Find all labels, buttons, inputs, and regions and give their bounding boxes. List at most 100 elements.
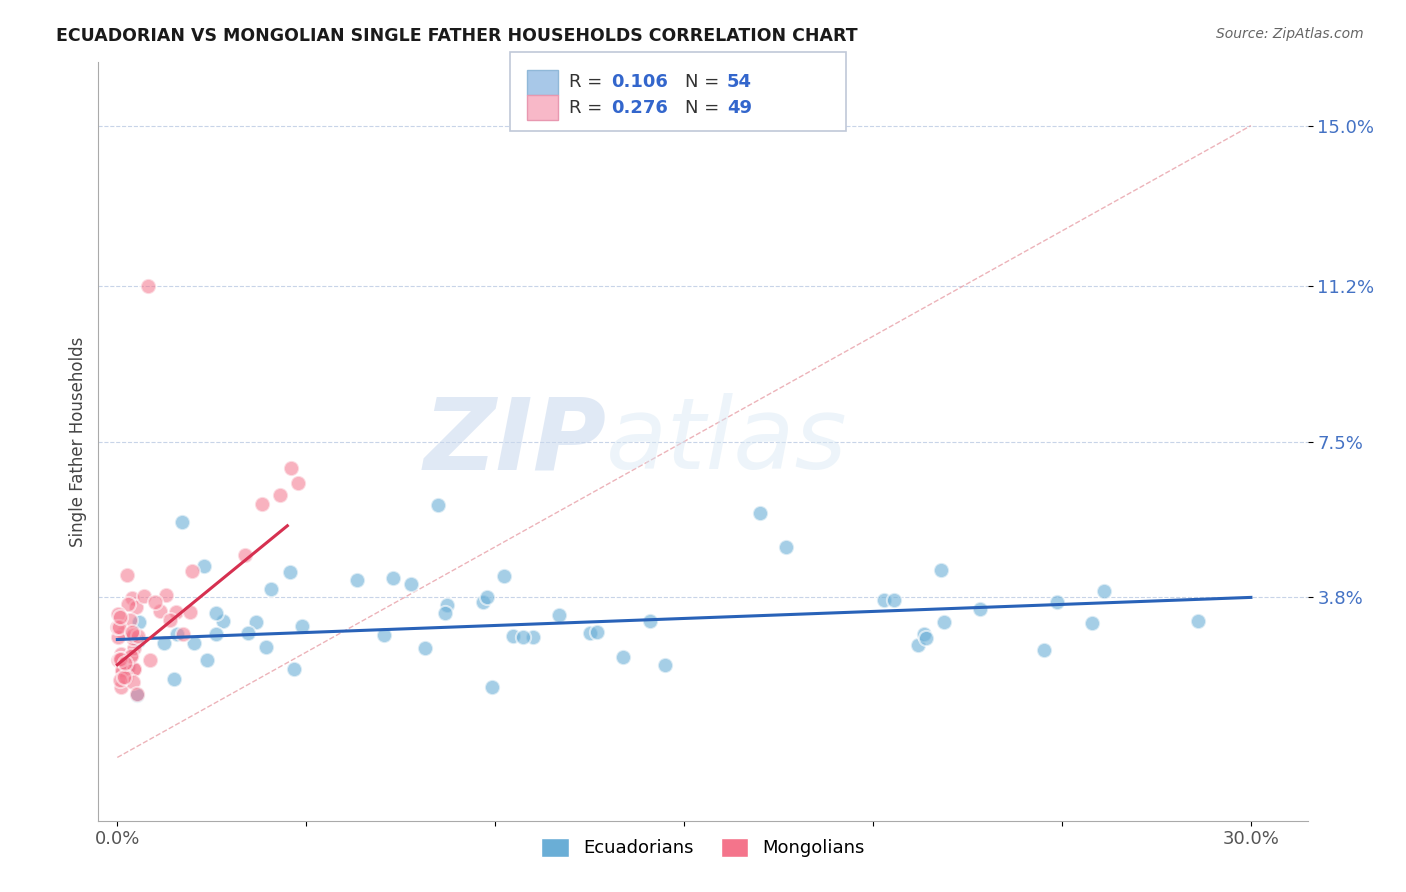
Point bbox=[125, 600, 148, 615]
Point bbox=[117, 567, 139, 582]
Point bbox=[969, 602, 991, 616]
Point bbox=[269, 488, 291, 502]
Point bbox=[278, 565, 301, 579]
Point bbox=[170, 515, 193, 529]
Point bbox=[125, 687, 148, 701]
Point bbox=[111, 626, 134, 640]
Point bbox=[654, 657, 676, 672]
Point bbox=[112, 669, 135, 683]
Point bbox=[114, 656, 136, 670]
Point bbox=[114, 670, 136, 684]
Point bbox=[172, 627, 194, 641]
Point bbox=[110, 652, 132, 666]
Point bbox=[638, 615, 661, 629]
Point bbox=[522, 630, 544, 644]
Point bbox=[211, 615, 233, 629]
Point bbox=[287, 476, 309, 491]
Text: ECUADORIAN VS MONGOLIAN SINGLE FATHER HOUSEHOLDS CORRELATION CHART: ECUADORIAN VS MONGOLIAN SINGLE FATHER HO… bbox=[56, 27, 858, 45]
Point bbox=[124, 662, 146, 676]
Y-axis label: Single Father Households: Single Father Households bbox=[69, 336, 87, 547]
Point bbox=[122, 662, 145, 676]
Text: 54: 54 bbox=[727, 73, 752, 91]
Text: N =: N = bbox=[685, 99, 724, 117]
Text: 0.276: 0.276 bbox=[612, 99, 668, 117]
Point bbox=[111, 663, 134, 677]
Point bbox=[117, 659, 139, 673]
Point bbox=[934, 615, 956, 630]
Point bbox=[179, 605, 201, 619]
Point bbox=[612, 649, 634, 664]
Point bbox=[118, 659, 141, 673]
Point bbox=[873, 593, 896, 607]
Point bbox=[585, 625, 607, 640]
Point bbox=[110, 648, 132, 662]
Point bbox=[204, 627, 226, 641]
Point bbox=[121, 625, 143, 640]
Point bbox=[143, 594, 166, 608]
Text: N =: N = bbox=[685, 73, 724, 91]
Text: Source: ZipAtlas.com: Source: ZipAtlas.com bbox=[1216, 27, 1364, 41]
Point bbox=[127, 630, 149, 644]
Point bbox=[929, 563, 952, 577]
Point bbox=[578, 626, 600, 640]
Point bbox=[165, 606, 187, 620]
Point bbox=[122, 641, 145, 656]
Point bbox=[204, 606, 226, 620]
Point bbox=[162, 672, 184, 686]
Point bbox=[1187, 614, 1209, 628]
Legend: Ecuadorians, Mongolians: Ecuadorians, Mongolians bbox=[534, 830, 872, 864]
Point bbox=[475, 590, 498, 604]
Point bbox=[1046, 595, 1069, 609]
Point bbox=[236, 625, 259, 640]
Point bbox=[195, 653, 218, 667]
Point bbox=[907, 638, 929, 652]
Point bbox=[152, 636, 174, 650]
Point bbox=[250, 497, 273, 511]
Point bbox=[413, 640, 436, 655]
Point bbox=[427, 498, 450, 512]
Point bbox=[748, 506, 770, 520]
Text: 0.106: 0.106 bbox=[612, 73, 668, 91]
Point bbox=[110, 673, 132, 687]
Point bbox=[914, 631, 936, 645]
Point bbox=[346, 573, 368, 587]
Point bbox=[1081, 615, 1104, 630]
Point bbox=[481, 680, 503, 694]
Point bbox=[492, 569, 515, 583]
Point bbox=[775, 541, 797, 555]
Point bbox=[382, 570, 405, 584]
Point bbox=[132, 589, 155, 603]
Point bbox=[373, 627, 395, 641]
Point bbox=[193, 558, 215, 573]
Point bbox=[127, 634, 149, 648]
Point bbox=[283, 662, 305, 676]
Point bbox=[117, 597, 139, 611]
Point bbox=[110, 665, 132, 679]
Point bbox=[107, 620, 129, 634]
Point bbox=[181, 564, 204, 578]
Point bbox=[883, 592, 905, 607]
Point bbox=[548, 607, 571, 622]
Point bbox=[433, 607, 456, 621]
Text: ZIP: ZIP bbox=[423, 393, 606, 490]
Point bbox=[912, 626, 935, 640]
Point bbox=[159, 613, 181, 627]
Point bbox=[436, 599, 458, 613]
Text: R =: R = bbox=[569, 99, 609, 117]
Point bbox=[121, 591, 143, 605]
Point bbox=[110, 680, 132, 694]
Point bbox=[120, 648, 142, 663]
Point bbox=[121, 648, 143, 662]
Point bbox=[245, 615, 267, 629]
Point bbox=[118, 613, 141, 627]
Point bbox=[259, 582, 281, 597]
Point bbox=[110, 652, 132, 666]
Point bbox=[399, 577, 422, 591]
Point bbox=[107, 620, 129, 634]
Point bbox=[155, 588, 177, 602]
Point bbox=[107, 630, 129, 644]
Point bbox=[233, 549, 256, 563]
Text: 49: 49 bbox=[727, 99, 752, 117]
Point bbox=[107, 653, 129, 667]
Text: atlas: atlas bbox=[606, 393, 848, 490]
